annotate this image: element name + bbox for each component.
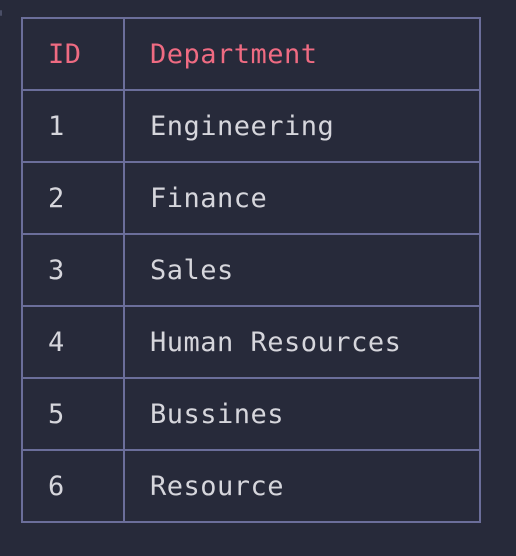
cell-department: Resource (123, 449, 481, 523)
cell-id: 5 (21, 377, 125, 451)
cell-department: Bussines (123, 377, 481, 451)
cell-department: Engineering (123, 89, 481, 163)
cell-department: Finance (123, 161, 481, 235)
table-row: 2 Finance (21, 161, 481, 235)
cell-id: 2 (21, 161, 125, 235)
cell-department: Human Resources (123, 305, 481, 379)
cell-id: 4 (21, 305, 125, 379)
table-row: 6 Resource (21, 449, 481, 523)
column-header-id: ID (21, 17, 125, 91)
cell-id: 6 (21, 449, 125, 523)
table-row: 1 Engineering (21, 89, 481, 163)
table-row: 5 Bussines (21, 377, 481, 451)
table-row: 3 Sales (21, 233, 481, 307)
table-header-row: ID Department (21, 17, 481, 91)
departments-table: ID Department 1 Engineering 2 Finance 3 … (21, 17, 481, 523)
cell-id: 1 (21, 89, 125, 163)
scroll-edge-marker (0, 10, 2, 16)
cell-id: 3 (21, 233, 125, 307)
table-row: 4 Human Resources (21, 305, 481, 379)
cell-department: Sales (123, 233, 481, 307)
column-header-department: Department (123, 17, 481, 91)
